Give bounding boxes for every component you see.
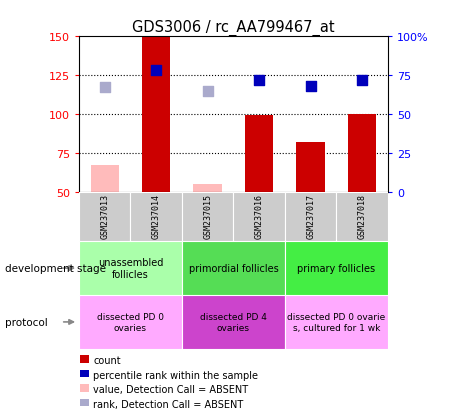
Bar <box>296 142 325 192</box>
Bar <box>142 37 170 192</box>
Text: development stage: development stage <box>5 263 106 273</box>
Text: GSM237018: GSM237018 <box>358 194 367 238</box>
Bar <box>182 242 285 295</box>
Text: dissected PD 0 ovarie
s, cultured for 1 wk: dissected PD 0 ovarie s, cultured for 1 … <box>287 313 386 332</box>
Text: GSM237015: GSM237015 <box>203 194 212 238</box>
Text: GSM237016: GSM237016 <box>255 194 264 238</box>
Point <box>307 83 314 90</box>
Bar <box>80 399 89 406</box>
FancyBboxPatch shape <box>79 192 130 242</box>
Text: GSM237014: GSM237014 <box>152 194 161 238</box>
Text: value, Detection Call = ABSENT: value, Detection Call = ABSENT <box>93 384 249 394</box>
Text: GSM237017: GSM237017 <box>306 194 315 238</box>
Bar <box>285 295 388 349</box>
Point <box>204 88 211 95</box>
Bar <box>80 385 89 392</box>
Text: GSM237013: GSM237013 <box>100 194 109 238</box>
Text: count: count <box>93 355 121 366</box>
Bar <box>182 295 285 349</box>
Bar <box>80 356 89 363</box>
Text: dissected PD 0
ovaries: dissected PD 0 ovaries <box>97 313 164 332</box>
FancyBboxPatch shape <box>285 192 336 242</box>
Bar <box>193 184 222 192</box>
Bar <box>285 242 388 295</box>
Text: rank, Detection Call = ABSENT: rank, Detection Call = ABSENT <box>93 399 244 409</box>
FancyBboxPatch shape <box>182 192 234 242</box>
FancyBboxPatch shape <box>234 192 285 242</box>
Text: primordial follicles: primordial follicles <box>189 263 278 273</box>
FancyBboxPatch shape <box>336 192 388 242</box>
Bar <box>79 295 182 349</box>
Bar <box>348 114 376 192</box>
Text: percentile rank within the sample: percentile rank within the sample <box>93 370 258 380</box>
Title: GDS3006 / rc_AA799467_at: GDS3006 / rc_AA799467_at <box>132 20 335 36</box>
Text: protocol: protocol <box>5 317 47 327</box>
FancyBboxPatch shape <box>130 192 182 242</box>
Bar <box>79 242 182 295</box>
Text: unassembled
follicles: unassembled follicles <box>98 258 163 279</box>
Point <box>256 77 263 84</box>
Point <box>359 77 366 84</box>
Point <box>101 85 108 92</box>
Bar <box>80 370 89 377</box>
Bar <box>245 116 273 192</box>
Bar <box>91 166 119 192</box>
Text: dissected PD 4
ovaries: dissected PD 4 ovaries <box>200 313 267 332</box>
Text: primary follicles: primary follicles <box>297 263 375 273</box>
Point <box>152 68 160 74</box>
